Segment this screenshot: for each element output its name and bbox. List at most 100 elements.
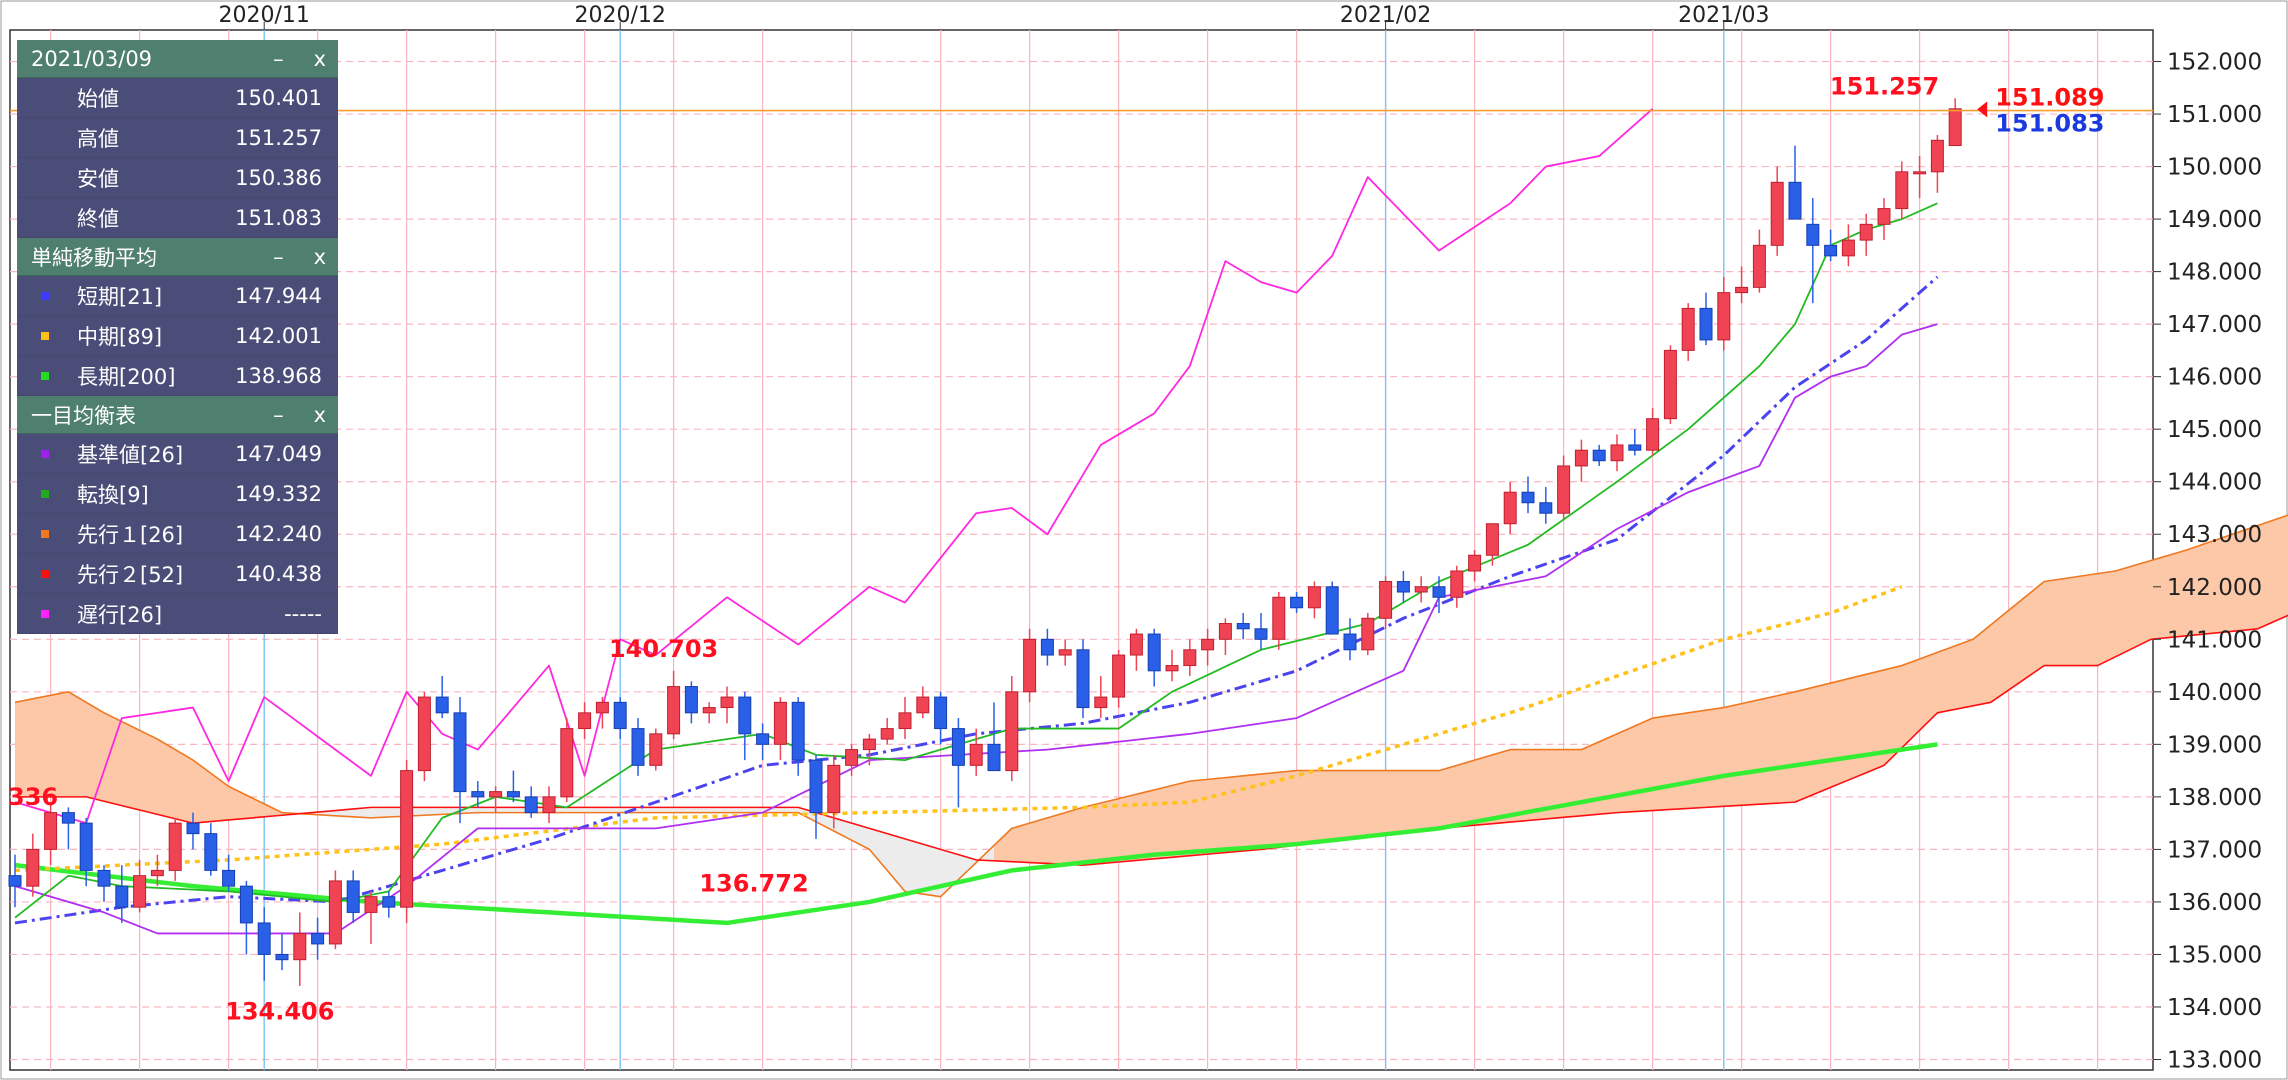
candle-body — [1557, 465, 1571, 514]
y-tick-label: 147.000 — [2167, 312, 2262, 338]
candle-body — [293, 932, 307, 961]
legend-swatch — [41, 291, 49, 300]
candle-body — [239, 885, 253, 924]
info-value: 149.332 — [235, 481, 322, 506]
candle-body — [1325, 586, 1339, 635]
legend-swatch — [41, 609, 49, 618]
candle-body — [1379, 581, 1393, 619]
candle-body — [1058, 649, 1072, 656]
candle-body — [1717, 292, 1731, 341]
candle-body — [1574, 449, 1588, 467]
info-label: 短期[21] — [77, 284, 163, 309]
candle-body — [1290, 596, 1304, 609]
candle-body — [773, 701, 787, 745]
y-tick-label: 145.000 — [2167, 417, 2262, 443]
candle-body — [827, 764, 841, 814]
info-value: ----- — [284, 601, 322, 626]
candle-body — [1628, 444, 1642, 451]
candle-body — [1681, 307, 1695, 351]
info-value: 150.386 — [235, 165, 322, 190]
minimize-button[interactable]: – — [273, 47, 284, 71]
y-tick-label: 142.000 — [2167, 575, 2262, 601]
candle-body — [364, 896, 378, 913]
sma-header: 単純移動平均 – x — [17, 238, 338, 276]
x-tick-label: 2021/03 — [1678, 3, 1769, 28]
candle-body — [1699, 307, 1713, 341]
info-value: 151.257 — [235, 125, 322, 150]
candle-body — [934, 696, 948, 730]
candle-body — [1450, 570, 1464, 598]
candle-body — [1254, 628, 1268, 640]
info-value: 150.401 — [235, 85, 322, 110]
candle-body — [257, 922, 271, 955]
candle-body — [115, 885, 129, 908]
price-annotation: 151.257 — [1830, 73, 1939, 101]
y-tick-label: 152.000 — [2167, 50, 2262, 76]
info-value: 142.001 — [235, 323, 322, 348]
candle-body — [400, 770, 414, 908]
candle-body — [97, 869, 111, 887]
candle-body — [667, 686, 681, 735]
info-row: 終値 151.083 — [17, 198, 338, 238]
candle-body — [1539, 502, 1553, 514]
info-row: 先行２[52] 140.438 — [17, 554, 338, 594]
y-tick-label: 138.000 — [2167, 785, 2262, 811]
price-annotation: 151.083 — [1995, 110, 2104, 138]
cloud-fill — [15, 691, 300, 824]
info-label: 遅行[26] — [77, 602, 163, 627]
candle-body — [1859, 223, 1873, 241]
legend-swatch — [41, 489, 49, 498]
candle-body — [1913, 171, 1927, 175]
y-tick-label: 141.000 — [2167, 627, 2262, 653]
info-row: 始値 150.401 — [17, 78, 338, 118]
sma-title: 単純移動平均 — [31, 245, 157, 270]
x-tick-label: 2020/12 — [574, 3, 665, 28]
info-label: 転換[9] — [77, 482, 149, 507]
ichimoku-header: 一目均衡表 – x — [17, 396, 338, 434]
candle-body — [1788, 181, 1802, 220]
candle-body — [79, 822, 93, 871]
candle-body — [1663, 349, 1677, 420]
legend-swatch — [41, 331, 49, 340]
candle-body — [1930, 139, 1944, 173]
candle-body — [1485, 523, 1499, 556]
info-label: 先行２[52] — [77, 562, 184, 587]
price-annotation: 136.772 — [699, 869, 808, 897]
y-tick-label: 146.000 — [2167, 365, 2262, 391]
candle-body — [382, 896, 396, 908]
candle-body — [1147, 633, 1161, 672]
close-button[interactable]: x — [313, 47, 326, 71]
minimize-button[interactable]: – — [273, 403, 284, 427]
candle-body — [613, 701, 627, 730]
sma89-line — [14, 585, 1903, 873]
candle-body — [862, 738, 876, 751]
candle-body — [133, 875, 147, 908]
y-tick-label: 149.000 — [2167, 207, 2262, 233]
candle-body — [150, 869, 164, 877]
info-row: 中期[89] 142.001 — [17, 316, 338, 356]
candle-body — [346, 880, 360, 913]
minimize-button[interactable]: – — [273, 245, 284, 269]
y-tick-label: 137.000 — [2167, 837, 2262, 863]
candle-body — [275, 953, 289, 961]
candle-body — [578, 712, 592, 730]
candle-body — [1129, 633, 1143, 656]
candle-body — [791, 701, 805, 761]
span-a-line — [14, 514, 2288, 898]
candle-body — [1877, 208, 1891, 225]
candle-body — [26, 848, 40, 887]
info-value: 140.438 — [235, 561, 322, 586]
info-panel: 2021/03/09 – x 始値 150.401 高値 151.257 安値 150.38… — [17, 40, 338, 634]
info-row: 遅行[26] ----- — [17, 594, 338, 634]
candle-body — [489, 791, 503, 798]
candle-body — [435, 696, 449, 714]
candle-body — [1005, 691, 1019, 772]
close-button[interactable]: x — [313, 245, 326, 269]
span-b-line — [15, 614, 2288, 866]
y-tick-label: 148.000 — [2167, 260, 2262, 286]
chikou-line — [14, 108, 1654, 825]
candle-body — [951, 728, 965, 766]
close-button[interactable]: x — [313, 403, 326, 427]
candle-body — [631, 728, 645, 766]
